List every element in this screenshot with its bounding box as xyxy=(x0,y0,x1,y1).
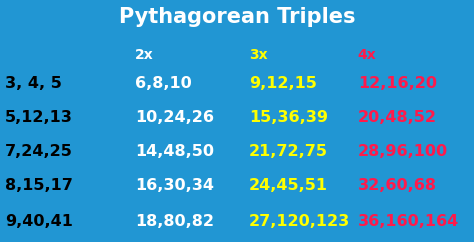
Text: 27,120,123: 27,120,123 xyxy=(249,214,350,229)
Text: 10,24,26: 10,24,26 xyxy=(135,110,214,125)
Text: 24,45,51: 24,45,51 xyxy=(249,178,328,193)
Text: 6,8,10: 6,8,10 xyxy=(135,76,192,91)
Text: 28,96,100: 28,96,100 xyxy=(358,144,448,159)
Text: 16,30,34: 16,30,34 xyxy=(135,178,214,193)
Text: 36,160,164: 36,160,164 xyxy=(358,214,459,229)
Text: 7,24,25: 7,24,25 xyxy=(5,144,73,159)
Text: 4x: 4x xyxy=(358,48,377,62)
Text: 14,48,50: 14,48,50 xyxy=(135,144,214,159)
Text: 2x: 2x xyxy=(135,48,154,62)
Text: 9,12,15: 9,12,15 xyxy=(249,76,317,91)
Text: 18,80,82: 18,80,82 xyxy=(135,214,214,229)
Text: 9,40,41: 9,40,41 xyxy=(5,214,73,229)
Text: 3x: 3x xyxy=(249,48,267,62)
Text: Pythagorean Triples: Pythagorean Triples xyxy=(119,7,355,27)
Text: 5,12,13: 5,12,13 xyxy=(5,110,73,125)
Text: 3, 4, 5: 3, 4, 5 xyxy=(5,76,62,91)
Text: 8,15,17: 8,15,17 xyxy=(5,178,73,193)
Text: 15,36,39: 15,36,39 xyxy=(249,110,328,125)
Text: 21,72,75: 21,72,75 xyxy=(249,144,328,159)
Text: 12,16,20: 12,16,20 xyxy=(358,76,437,91)
Text: 32,60,68: 32,60,68 xyxy=(358,178,437,193)
Text: 20,48,52: 20,48,52 xyxy=(358,110,437,125)
